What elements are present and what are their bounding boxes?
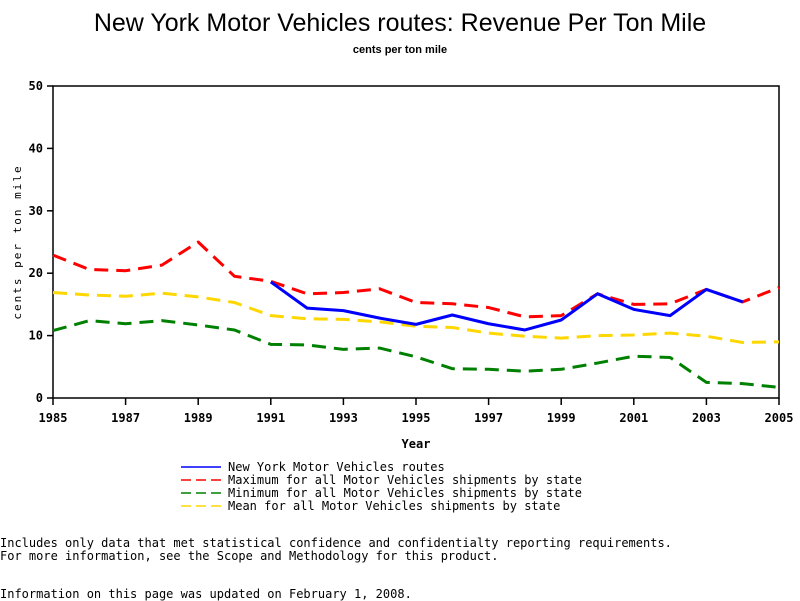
legend-label: Mean for all Motor Vehicles shipments by… [228, 499, 560, 513]
series-0 [271, 282, 743, 330]
y-tick-label: 30 [29, 204, 43, 218]
series-line [53, 242, 779, 317]
legend-label: Minimum for all Motor Vehicles shipments… [228, 486, 582, 500]
x-tick-label: 1987 [111, 411, 140, 425]
x-tick-label: 1991 [256, 411, 285, 425]
footnote-updated: Information on this page was updated on … [0, 587, 412, 601]
series-3 [53, 293, 779, 343]
x-tick-label: 2001 [619, 411, 648, 425]
series-layer [53, 242, 779, 387]
series-1 [53, 242, 779, 317]
footnote-more-info: For more information, see the Scope and … [0, 549, 499, 563]
chart-subtitle: cents per ton mile [353, 44, 447, 56]
y-tick-label: 10 [29, 329, 43, 343]
plot-area [53, 86, 779, 398]
x-tick-label: 1985 [39, 411, 68, 425]
legend-label: Maximum for all Motor Vehicles shipments… [228, 473, 582, 487]
x-axis-label: Year [402, 437, 431, 451]
series-line [271, 282, 743, 330]
y-tick-label: 0 [36, 391, 43, 405]
series-line [53, 321, 779, 388]
legend-label: New York Motor Vehicles routes [228, 460, 445, 474]
series-2 [53, 321, 779, 388]
x-tick-label: 1993 [329, 411, 358, 425]
y-axis-label: cents per ton mile [11, 164, 24, 319]
y-tick-label: 40 [29, 141, 43, 155]
footnote-confidence: Includes only data that met statistical … [0, 536, 672, 550]
x-tick-label: 1995 [402, 411, 431, 425]
x-tick-label: 2003 [692, 411, 721, 425]
x-tick-label: 1989 [184, 411, 213, 425]
y-tick-label: 20 [29, 266, 43, 280]
chart-title: New York Motor Vehicles routes: Revenue … [94, 9, 706, 37]
x-axis: 1985 1987 1989 1991 1993 1995 1997 1999 2001 2003… [39, 398, 794, 425]
plot-border [53, 86, 779, 398]
series-line [53, 293, 779, 343]
x-tick-label: 2005 [765, 411, 794, 425]
x-tick-label: 1999 [547, 411, 576, 425]
y-axis: 0 10 20 30 40 50 [29, 79, 53, 405]
y-tick-label: 50 [29, 79, 43, 93]
x-tick-label: 1997 [474, 411, 503, 425]
